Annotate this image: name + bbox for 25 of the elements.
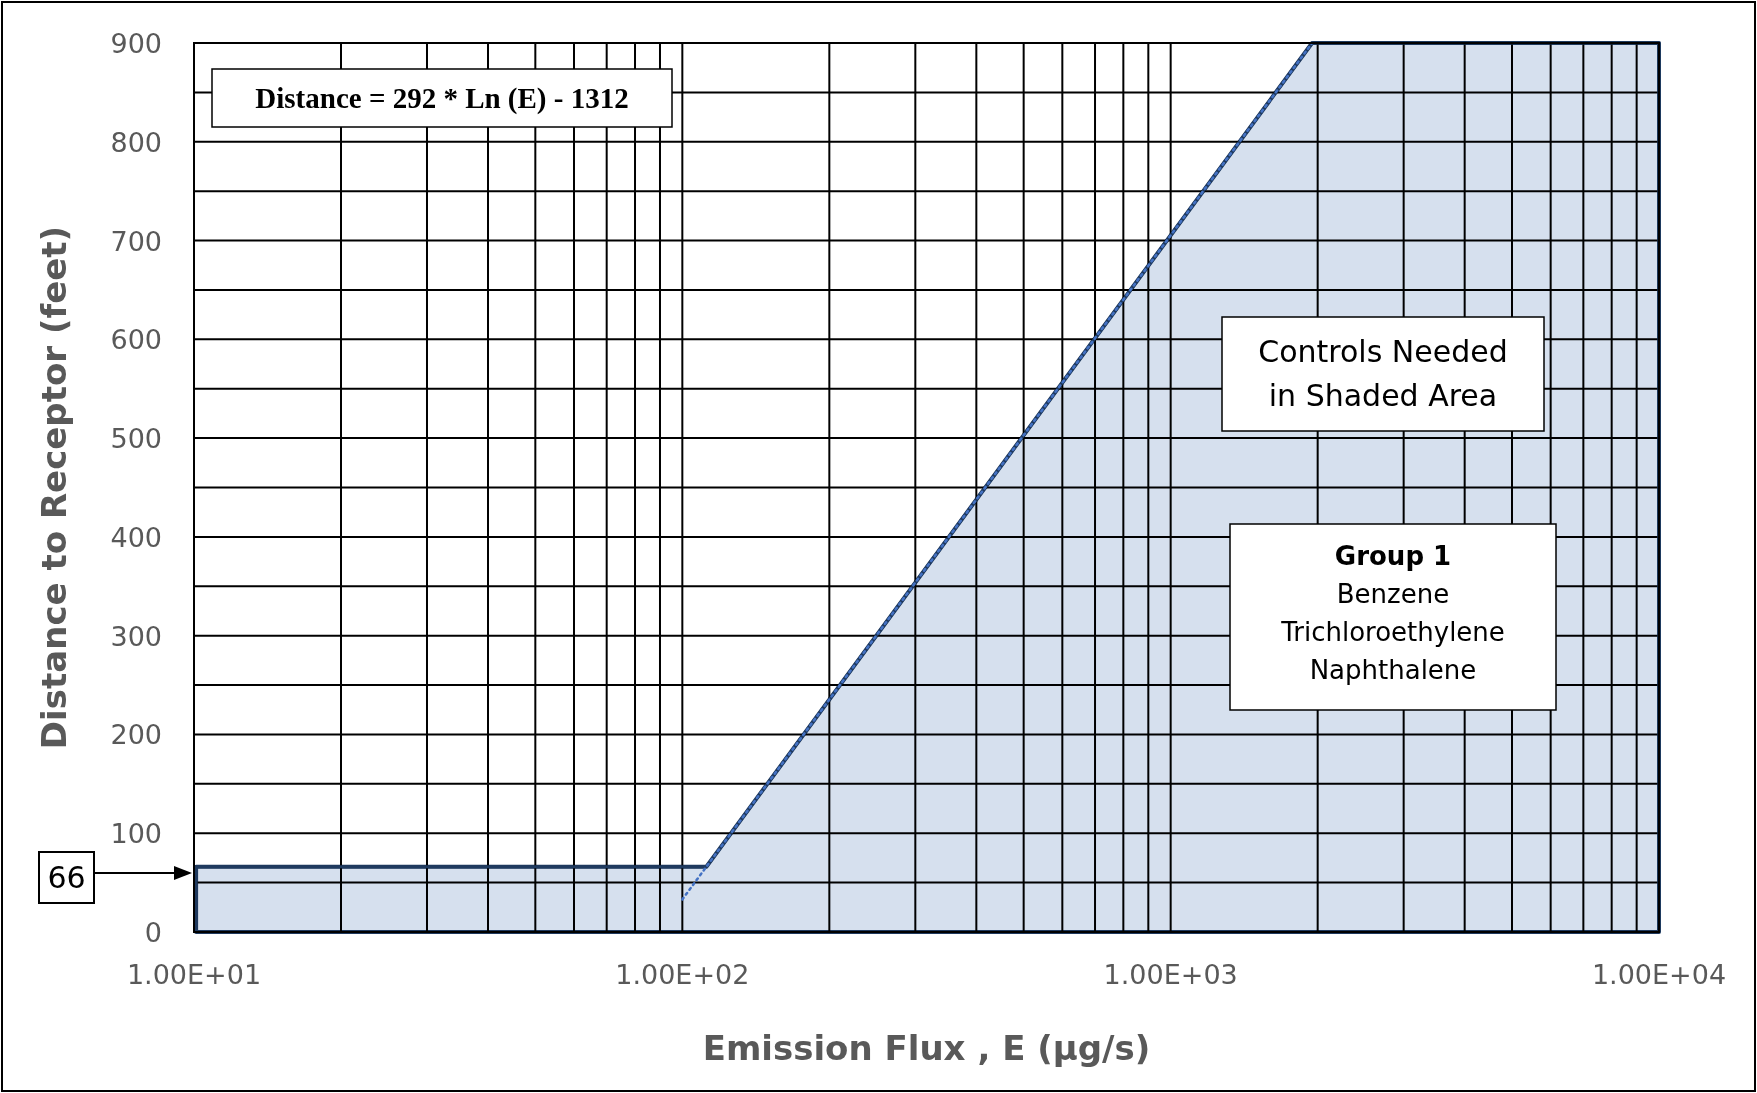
y-tick-label: 0	[144, 917, 162, 948]
y-tick-label: 300	[110, 620, 162, 652]
x-tick-label: 1.00E+04	[1591, 959, 1727, 990]
y-tick-label: 200	[110, 719, 162, 751]
y-tick-label: 800	[110, 126, 162, 158]
y-tick-label: 500	[110, 423, 162, 455]
text-box: Distance = 292 * Ln (E) - 1312	[211, 68, 673, 128]
y-axis-title: Distance to Receptor (feet)	[34, 225, 74, 750]
y-tick-label: 100	[110, 818, 162, 850]
text-box: Controls Needed in Shaded Area	[1221, 316, 1545, 432]
x-tick-label: 1.00E+02	[615, 959, 750, 990]
y-tick-label: 400	[110, 521, 162, 553]
annotation: Distance = 292 * Ln (E) - 1312	[255, 82, 629, 115]
x-tick-label: 1.00E+01	[126, 959, 262, 990]
x-tick-label: 1.00E+03	[1103, 959, 1238, 990]
annotation: Benzene	[1336, 579, 1450, 609]
annotation: Controls Needed in Shaded Area	[1258, 334, 1508, 413]
annotation: Naphthalene	[1309, 655, 1477, 685]
y-tick-label: 900	[110, 28, 162, 59]
y-tick-label: 700	[110, 225, 162, 257]
y-tick-label: 600	[110, 324, 162, 356]
x-axis-title: Emission Flux , E (µg/s)	[702, 1028, 1151, 1068]
annotation: Trichloroethylene	[1280, 617, 1505, 647]
annotation: Group 1	[1334, 541, 1452, 571]
text-box: 66	[38, 851, 95, 904]
